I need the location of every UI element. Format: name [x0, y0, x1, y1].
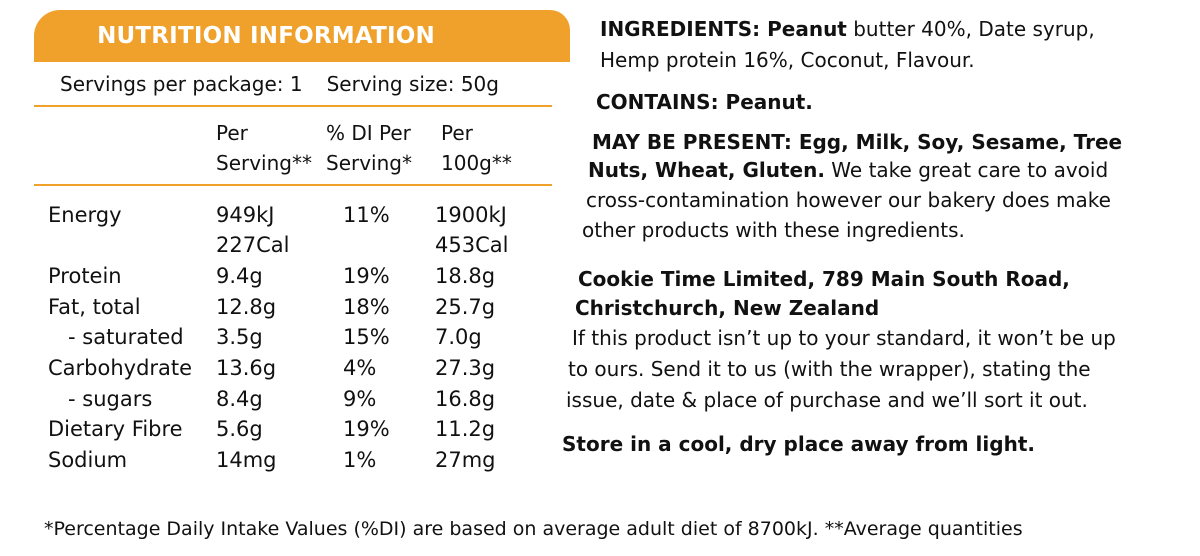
may-be-present-line-4: other products with these ingredients. [582, 218, 965, 242]
company-address-line-2: Christchurch, New Zealand [575, 296, 880, 320]
row-sodium-name: Sodium [48, 448, 128, 472]
may-be-present-line-2: Nuts, Wheat, Gluten. We take great care … [588, 155, 1108, 185]
row-protein-di: 19% [343, 264, 390, 288]
ingredients-line-2: Hemp protein 16%, Coconut, Flavour. [600, 48, 975, 72]
ingredients-line-1: INGREDIENTS: Peanut butter 40%, Date syr… [600, 14, 1095, 44]
nutrition-header-title: NUTRITION INFORMATION [97, 23, 435, 49]
row-fat-name: Fat, total [48, 295, 141, 319]
row-protein-name: Protein [48, 264, 122, 288]
ingredients-text: butter 40%, Date syrup, [846, 17, 1095, 41]
row-fibre-per-100g: 11.2g [435, 417, 496, 441]
row-carbohydrate-name: Carbohydrate [48, 356, 193, 380]
may-be-present-care: We take great care to avoid [824, 158, 1109, 182]
divider-top [34, 105, 552, 107]
row-saturated-name: - saturated [68, 325, 184, 349]
row-energy-per-100g: 1900kJ [435, 203, 507, 227]
col-header-di: % DI Per Serving* [326, 118, 412, 178]
serving-size: Serving size: 50g [326, 72, 499, 96]
guarantee-line-2: to ours. Send it to us (with the wrapper… [568, 357, 1091, 381]
col-header-line: Per [216, 121, 248, 145]
row-fat-per-100g: 25.7g [435, 295, 496, 319]
row-saturated-di: 15% [343, 325, 390, 349]
serving-info: Servings per package: 1 Serving size: 50g [60, 72, 499, 96]
row-saturated-per-serving: 3.5g [216, 325, 263, 349]
row-sodium-per-serving: 14mg [216, 448, 277, 472]
row-sugars-per-100g: 16.8g [435, 387, 496, 411]
row-sugars-name: - sugars [68, 387, 153, 411]
row-energy-per-serving: 949kJ [216, 203, 275, 227]
row-fibre-name: Dietary Fibre [48, 417, 183, 441]
may-be-present-allergens: Nuts, Wheat, Gluten. [588, 158, 825, 182]
row-energy-di: 11% [343, 203, 390, 227]
may-be-present-line-1: MAY BE PRESENT: Egg, Milk, Soy, Sesame, … [592, 130, 1123, 154]
row-sodium-di: 1% [343, 448, 377, 472]
row-fibre-di: 19% [343, 417, 390, 441]
col-header-line: Serving* [326, 151, 412, 175]
row-carbohydrate-di: 4% [343, 356, 377, 380]
row-energy-name: Energy [48, 203, 122, 227]
storage-instruction: Store in a cool, dry place away from lig… [562, 432, 1035, 456]
ingredients-label: INGREDIENTS: Peanut [600, 17, 847, 41]
guarantee-line-3: issue, date & place of purchase and we’l… [566, 388, 1088, 412]
row-carbohydrate-per-serving: 13.6g [216, 356, 277, 380]
col-header-line: Serving** [216, 151, 312, 175]
divider-columns [34, 184, 552, 186]
row-saturated-per-100g: 7.0g [435, 325, 482, 349]
may-be-present-line-3: cross-contamination however our bakery d… [586, 188, 1111, 212]
row-fat-di: 18% [343, 295, 390, 319]
row-protein-per-serving: 9.4g [216, 264, 263, 288]
contains-statement: CONTAINS: Peanut. [596, 90, 813, 114]
row-fibre-per-serving: 5.6g [216, 417, 263, 441]
col-header-line: % DI Per [326, 121, 411, 145]
col-header-line: 100g** [441, 151, 512, 175]
col-header-per-100g: Per 100g** [441, 118, 512, 178]
row-energy-per-100g-cal: 453Cal [435, 233, 509, 257]
row-protein-per-100g: 18.8g [435, 264, 496, 288]
row-carbohydrate-per-100g: 27.3g [435, 356, 496, 380]
row-sugars-di: 9% [343, 387, 377, 411]
row-energy-per-serving-cal: 227Cal [216, 233, 290, 257]
row-sodium-per-100g: 27mg [435, 448, 496, 472]
row-sugars-per-serving: 8.4g [216, 387, 263, 411]
company-address-line-1: Cookie Time Limited, 789 Main South Road… [578, 267, 1070, 291]
row-fat-per-serving: 12.8g [216, 295, 277, 319]
nutrition-header: NUTRITION INFORMATION [34, 10, 570, 62]
servings-per-package: Servings per package: 1 [60, 72, 303, 96]
guarantee-line-1: If this product isn’t up to your standar… [572, 326, 1116, 350]
footnote: *Percentage Daily Intake Values (%DI) ar… [44, 518, 1023, 540]
col-header-line: Per [441, 121, 473, 145]
col-header-per-serving: Per Serving** [216, 118, 312, 178]
